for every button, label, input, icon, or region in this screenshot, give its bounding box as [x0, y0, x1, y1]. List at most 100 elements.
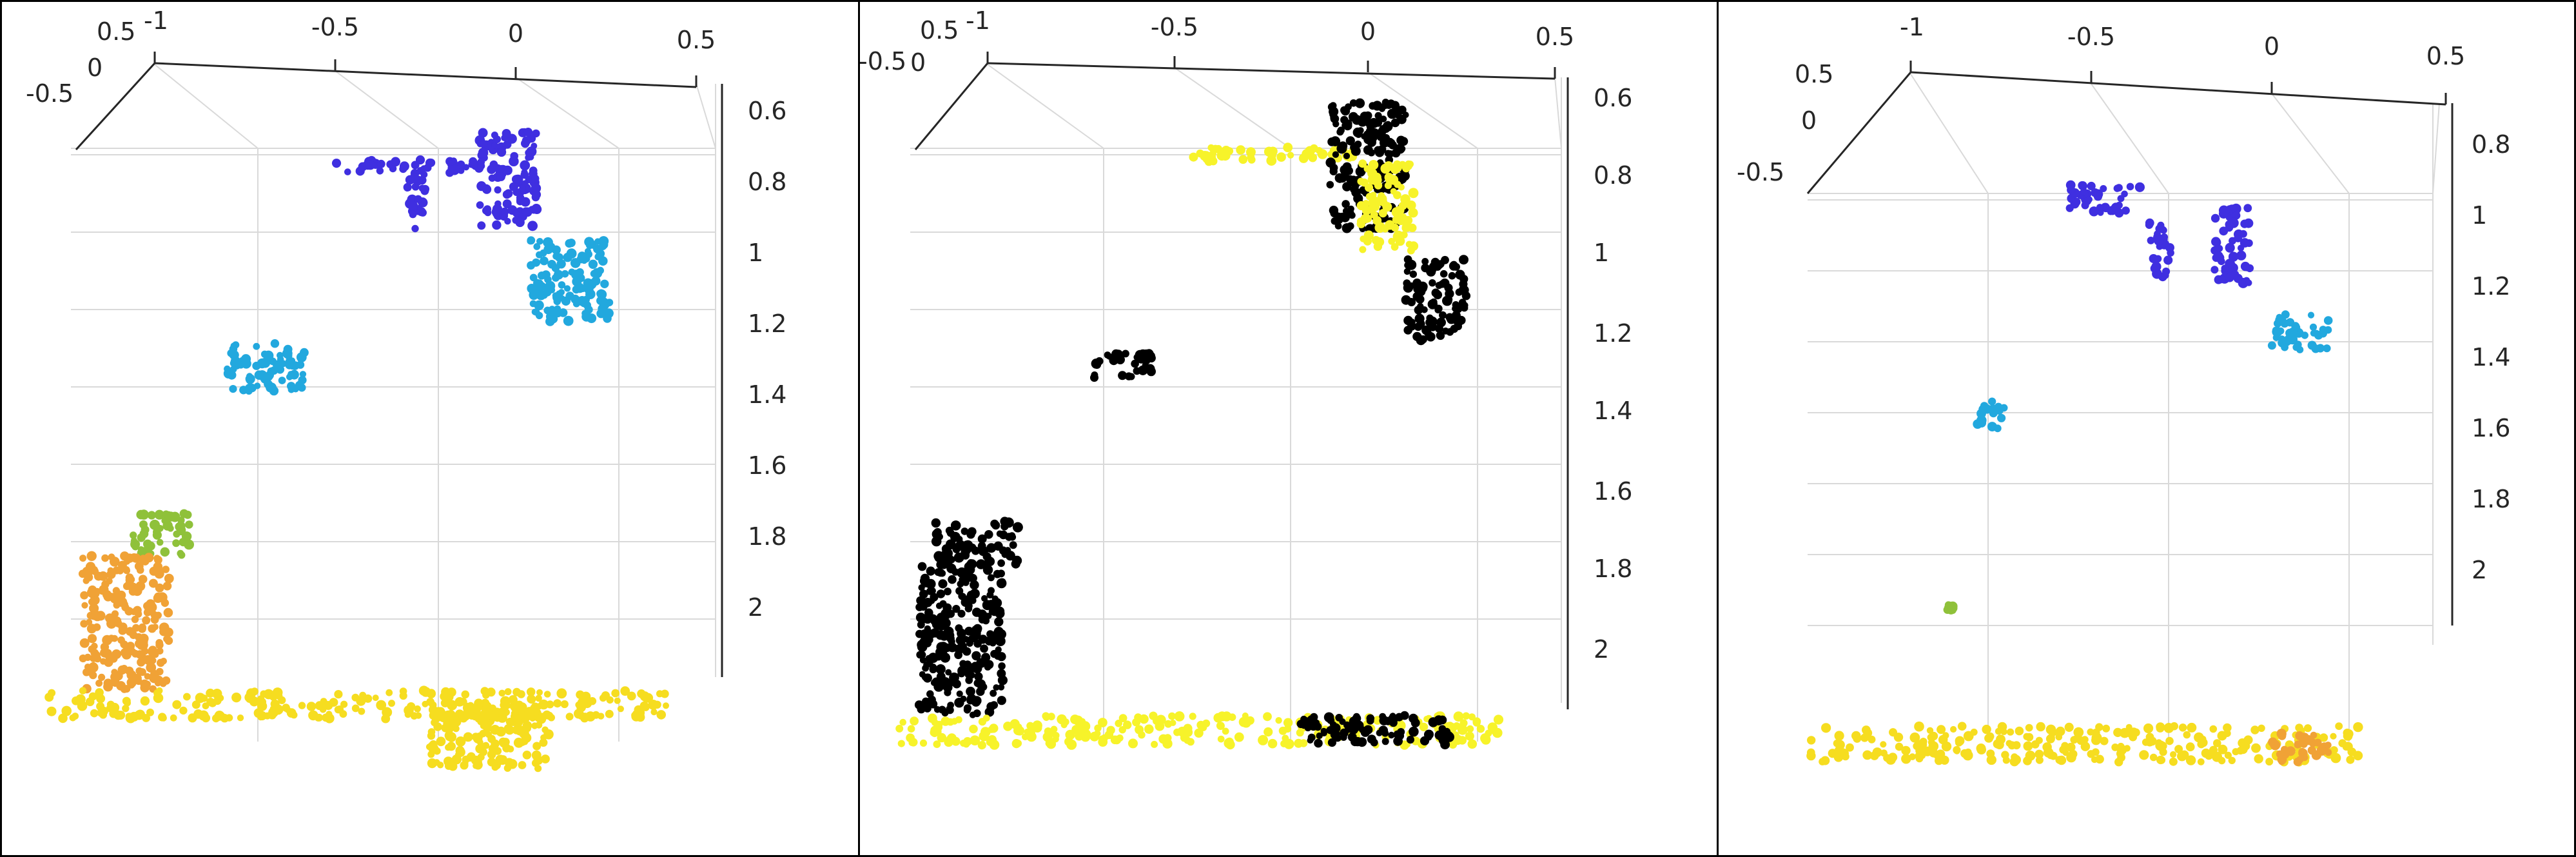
data-point [111, 635, 119, 642]
panel-1: -1 -0.5 0 0.5 0.5 0 -0.5 0.6 0.8 1 1.2 1… [0, 0, 859, 857]
y-tick-label: 0 [910, 48, 926, 77]
data-point [248, 384, 257, 393]
data-point [2323, 316, 2333, 325]
data-point [1986, 754, 1996, 765]
data-point [81, 602, 88, 609]
data-point [1385, 101, 1393, 109]
data-point [471, 703, 482, 714]
data-point [549, 261, 557, 268]
data-point [537, 271, 546, 280]
data-point [108, 593, 115, 600]
data-point [1342, 162, 1352, 172]
data-point [964, 670, 973, 679]
data-point [1357, 737, 1367, 747]
data-point [563, 252, 572, 262]
data-point [909, 738, 918, 747]
data-point [1044, 727, 1052, 736]
data-point [1258, 734, 1269, 745]
data-point [1155, 714, 1166, 725]
data-point [588, 240, 597, 249]
data-point [156, 687, 163, 694]
data-point [103, 682, 113, 692]
data-point [1413, 285, 1421, 293]
data-point [999, 578, 1006, 586]
data-point [1128, 738, 1138, 749]
data-point [955, 716, 962, 724]
data-point [1340, 212, 1350, 222]
data-point [1995, 727, 2002, 735]
data-point [1450, 261, 1458, 269]
data-point [520, 170, 529, 179]
data-point [1238, 155, 1248, 164]
data-point [2153, 271, 2161, 279]
data-point [577, 296, 587, 306]
data-point [599, 242, 607, 251]
data-point [1365, 127, 1374, 135]
data-point [977, 534, 987, 544]
data-point [86, 624, 97, 634]
data-point [440, 692, 449, 701]
data-point [144, 606, 154, 616]
data-point [1310, 713, 1318, 722]
data-point [2015, 726, 2024, 736]
data-point [581, 311, 592, 322]
data-point [1452, 305, 1459, 312]
data-point [1294, 738, 1303, 748]
data-point [1168, 712, 1176, 720]
data-point [636, 713, 645, 722]
data-point [997, 569, 1005, 578]
data-point [245, 374, 255, 384]
data-point [1462, 712, 1470, 720]
data-point [142, 616, 151, 625]
data-point [385, 689, 393, 696]
data-point [404, 711, 411, 718]
data-point [2307, 340, 2317, 350]
data-point [946, 563, 957, 574]
data-point [895, 724, 904, 733]
data-point [160, 714, 167, 722]
data-point [1862, 725, 1871, 734]
data-point [161, 517, 168, 524]
data-point [1409, 319, 1416, 326]
data-point [1360, 235, 1367, 242]
data-point [2343, 728, 2352, 738]
data-point [917, 705, 926, 714]
data-point [946, 718, 955, 726]
data-point [1394, 111, 1402, 119]
data-point [1914, 721, 1924, 732]
data-point [1997, 413, 2006, 422]
data-point [140, 696, 150, 706]
data-point [919, 589, 928, 599]
data-point [298, 702, 306, 709]
data-point [531, 183, 542, 193]
data-point [933, 527, 942, 537]
data-point [1381, 738, 1389, 745]
data-point [85, 562, 96, 572]
data-point [940, 679, 950, 689]
data-point [560, 700, 569, 709]
data-point [1402, 164, 1410, 173]
data-point [1439, 270, 1448, 278]
data-point [600, 279, 609, 288]
data-point [969, 724, 978, 734]
data-point [915, 629, 924, 638]
data-point [535, 694, 542, 702]
data-point [2139, 750, 2149, 760]
x-tick-label: 0.5 [2426, 42, 2465, 70]
data-point [535, 721, 543, 729]
data-point [2165, 243, 2174, 252]
data-point [501, 134, 508, 141]
data-point [91, 642, 98, 650]
data-point [324, 701, 333, 710]
data-point [933, 551, 944, 562]
data-point [991, 595, 999, 602]
data-point [1960, 749, 1969, 758]
data-point [2158, 756, 2166, 764]
data-point [971, 651, 981, 661]
data-point [136, 509, 146, 520]
data-point [2165, 736, 2174, 745]
data-point [1080, 721, 1091, 732]
data-point [536, 251, 543, 259]
data-point [527, 237, 534, 245]
data-point [198, 710, 209, 721]
